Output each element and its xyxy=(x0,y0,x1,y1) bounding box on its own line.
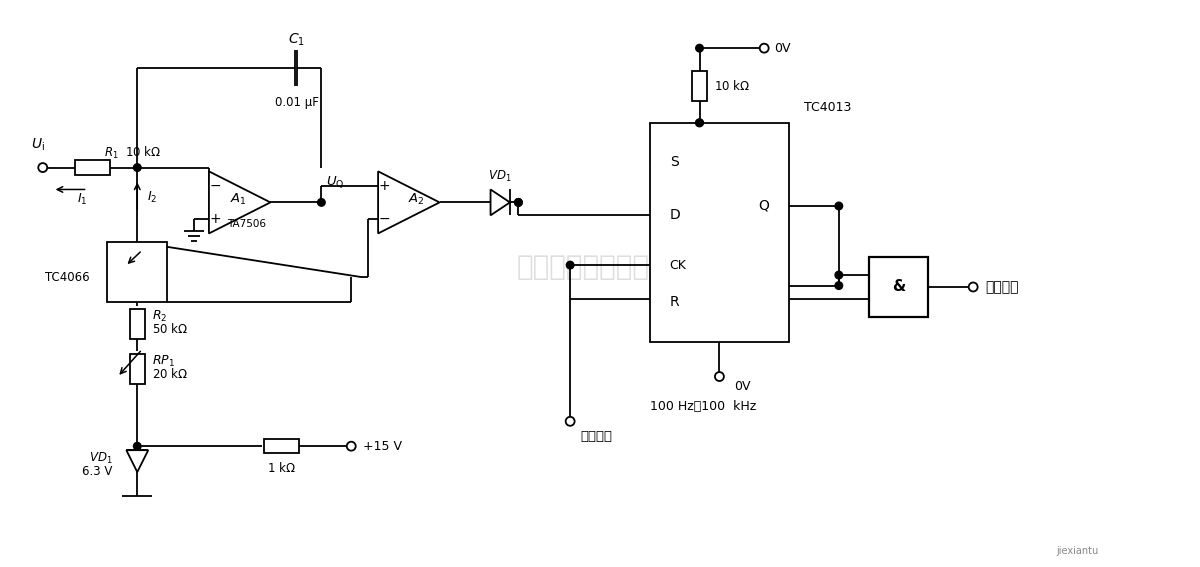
Text: TC4013: TC4013 xyxy=(804,101,851,115)
Text: $R_1$  10 k$\Omega$: $R_1$ 10 k$\Omega$ xyxy=(104,145,162,160)
Text: R: R xyxy=(670,295,679,310)
Text: 1 k$\Omega$: 1 k$\Omega$ xyxy=(268,461,296,475)
Text: 50 k$\Omega$: 50 k$\Omega$ xyxy=(152,322,188,336)
Text: +: + xyxy=(378,179,390,193)
Text: 10 k$\Omega$: 10 k$\Omega$ xyxy=(714,79,750,93)
Text: 0V: 0V xyxy=(774,41,791,54)
Bar xyxy=(130,310,145,339)
Text: 100 Hz～100  kHz: 100 Hz～100 kHz xyxy=(649,400,756,413)
Polygon shape xyxy=(126,450,149,472)
Text: $VD_1$: $VD_1$ xyxy=(488,170,512,184)
Text: jiexiantu: jiexiantu xyxy=(1056,545,1099,556)
Text: 6.3 V: 6.3 V xyxy=(82,464,113,477)
Text: $U_{\rm Q}$: $U_{\rm Q}$ xyxy=(326,175,344,191)
Circle shape xyxy=(133,164,142,171)
Text: 时钟脉冲: 时钟脉冲 xyxy=(580,430,612,443)
Circle shape xyxy=(696,44,703,52)
Text: TA7506: TA7506 xyxy=(227,219,266,229)
Circle shape xyxy=(133,442,142,450)
Text: $RP_1$: $RP_1$ xyxy=(152,354,175,369)
Text: Q: Q xyxy=(758,199,769,213)
Text: $I_1$: $I_1$ xyxy=(77,192,88,207)
Text: +15 V: +15 V xyxy=(364,439,402,452)
Circle shape xyxy=(318,198,325,206)
Text: −: − xyxy=(209,179,221,193)
Text: $VD_1$: $VD_1$ xyxy=(89,451,113,466)
Text: 输出脉冲: 输出脉冲 xyxy=(985,280,1019,294)
Circle shape xyxy=(696,119,703,126)
Text: $R_2$: $R_2$ xyxy=(152,309,168,324)
Text: +: + xyxy=(209,212,221,226)
Text: $A_2$: $A_2$ xyxy=(408,192,425,207)
Bar xyxy=(649,123,790,342)
Circle shape xyxy=(835,282,842,289)
Bar xyxy=(692,71,707,101)
Text: &: & xyxy=(892,280,905,294)
Text: 20 k$\Omega$: 20 k$\Omega$ xyxy=(152,367,188,381)
Bar xyxy=(264,439,299,453)
Bar xyxy=(869,257,929,317)
Bar xyxy=(76,160,110,175)
Text: $U_{\rm i}$: $U_{\rm i}$ xyxy=(31,136,44,153)
Text: TC4066: TC4066 xyxy=(46,270,90,284)
Polygon shape xyxy=(491,189,510,215)
Circle shape xyxy=(696,119,703,126)
Circle shape xyxy=(835,271,842,279)
Circle shape xyxy=(515,198,522,206)
Circle shape xyxy=(566,261,574,269)
Polygon shape xyxy=(378,171,439,234)
Text: −: − xyxy=(378,212,390,226)
Circle shape xyxy=(835,202,842,210)
Text: $I_2$: $I_2$ xyxy=(148,190,157,205)
Text: 0V: 0V xyxy=(734,380,751,393)
Text: D: D xyxy=(670,208,680,222)
Circle shape xyxy=(515,198,522,206)
Polygon shape xyxy=(209,171,270,234)
Text: $C_1$: $C_1$ xyxy=(288,32,305,48)
Bar xyxy=(130,354,145,384)
Text: 杭州将睛科技有限公司: 杭州将睛科技有限公司 xyxy=(517,253,683,281)
Text: S: S xyxy=(670,155,678,169)
Bar xyxy=(108,242,167,302)
Text: CK: CK xyxy=(670,259,686,272)
Text: 0.01 μF: 0.01 μF xyxy=(275,96,318,109)
Text: $A_1$: $A_1$ xyxy=(230,192,247,207)
